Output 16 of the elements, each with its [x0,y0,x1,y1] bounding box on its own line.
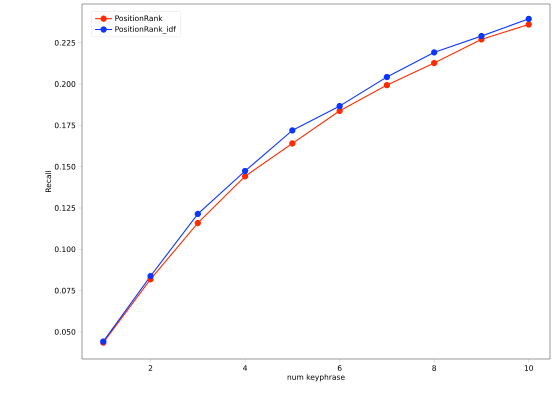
point [526,21,532,28]
point [526,16,532,22]
point [194,210,201,218]
point [194,220,201,226]
point [289,127,296,134]
point [242,173,248,180]
point [336,102,343,110]
point [431,49,438,56]
point [147,272,154,280]
point [431,60,438,66]
point [289,140,296,147]
point [478,32,485,40]
point [384,74,390,80]
point [242,168,248,174]
point [384,82,390,88]
point [336,108,343,114]
